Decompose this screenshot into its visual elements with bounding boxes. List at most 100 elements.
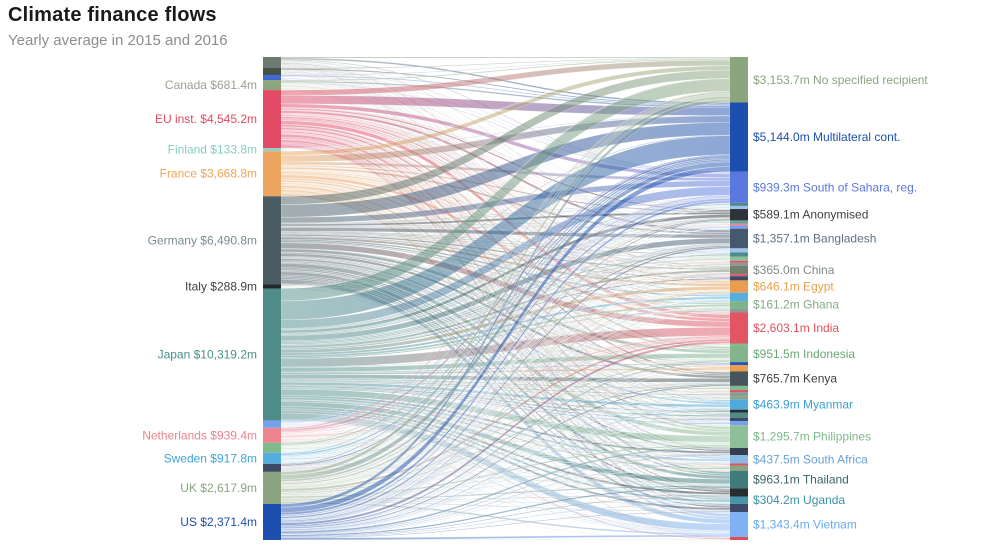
sankey-node-right-other-rec-7[interactable] [730,252,748,257]
sankey-node-right-other-rec-30[interactable] [730,503,748,513]
node-label-canada: Canada $681.4m [165,78,257,92]
node-label-south-africa: $437.5m South Africa [753,452,868,466]
node-label-india: $2,603.1m India [753,321,839,335]
sankey-nodes-layer [263,57,748,540]
node-label-thailand: $963.1m Thailand [753,473,849,487]
node-label-egypt: $646.1m Egypt [753,280,834,294]
node-label-myanmar: $463.9m Myanmar [753,398,853,412]
sankey-node-right-other-rec-27[interactable] [730,463,748,466]
sankey-node-right-other-rec-28[interactable] [730,465,748,471]
sankey-node-right-other-rec-25[interactable] [730,421,748,426]
sankey-node-right-other-rec-23[interactable] [730,412,748,418]
node-label-eu-inst: EU inst. $4,545.2m [155,112,257,126]
sankey-node-left-other-donor-4[interactable] [263,420,281,428]
sankey-node-right-anonymised[interactable] [730,209,748,221]
node-label-finland: Finland $133.8m [168,143,257,157]
sankey-node-right-philippines[interactable] [730,425,748,448]
sankey-node-right-other-rec-21[interactable] [730,396,748,400]
sankey-node-right-other-rec-5[interactable] [730,225,748,229]
sankey-node-right-multilateral-cont[interactable] [730,102,748,172]
node-label-italy: Italy $288.9m [185,279,257,293]
sankey-node-left-uk[interactable] [263,471,281,504]
node-label-uk: UK $2,617.9m [180,481,257,495]
node-label-japan: Japan $10,319.2m [158,348,257,362]
sankey-node-left-other-donor-2[interactable] [263,68,281,76]
sankey-link-other-donor-1-to-no-specified-recipient[interactable] [280,56,731,59]
sankey-node-right-other-rec-11[interactable] [730,274,748,277]
sankey-node-right-china[interactable] [730,265,748,275]
sankey-node-left-netherlands[interactable] [263,427,281,443]
sankey-node-left-canada[interactable] [263,80,281,91]
sankey-node-right-other-rec-18[interactable] [730,385,748,391]
sankey-node-right-ghana[interactable] [730,301,748,309]
sankey-node-right-other-rec-8[interactable] [730,256,748,261]
sankey-node-right-other-rec-19[interactable] [730,390,748,393]
node-label-anonymised: $589.1m Anonymised [753,208,868,222]
sankey-node-left-us[interactable] [263,503,281,540]
node-label-philippines: $1,295.7m Philippines [753,430,871,444]
sankey-node-right-indonesia[interactable] [730,345,748,363]
sankey-node-right-kenya[interactable] [730,371,748,386]
sankey-node-left-other-donor-3[interactable] [263,75,281,81]
sankey-node-left-other-donor-6[interactable] [263,463,281,472]
node-label-vietnam: $1,343.4m Vietnam [753,517,857,531]
sankey-node-right-other-rec-29[interactable] [730,488,748,497]
sankey-node-right-other-rec-4[interactable] [730,223,748,226]
sankey-node-right-india[interactable] [730,312,748,344]
page-subtitle: Yearly average in 2015 and 2016 [8,32,228,49]
sankey-node-left-france[interactable] [263,151,281,197]
sankey-node-right-south-africa[interactable] [730,455,748,464]
sankey-node-right-other-rec-2[interactable] [730,205,748,210]
node-label-ghana: $161.2m Ghana [753,298,839,312]
page-title: Climate finance flows [8,4,217,26]
sankey-node-right-myanmar[interactable] [730,399,748,410]
sankey-node-left-other-donor-5[interactable] [263,442,281,453]
sankey-node-right-other-rec-10[interactable] [730,262,748,266]
sankey-node-right-other-rec-31[interactable] [730,536,748,540]
sankey-labels-layer: Canada $681.4m EU inst. $4,545.2m Finland … [142,73,928,532]
sankey-node-right-other-rec-16[interactable] [730,362,748,366]
node-label-us: US $2,371.4m [180,515,257,529]
node-label-indonesia: $951.5m Indonesia [753,347,855,361]
sankey-node-right-other-rec-3[interactable] [730,220,748,224]
node-label-bangladesh: $1,357.1m Bangladesh [753,232,876,246]
node-label-china: $365.0m China [753,263,835,277]
node-label-kenya: $765.7m Kenya [753,372,837,386]
sankey-node-right-egypt[interactable] [730,280,748,293]
chart-header: Climate finance flows Yearly average in … [8,4,228,49]
sankey-node-right-other-rec-24[interactable] [730,417,748,422]
sankey-node-right-vietnam[interactable] [730,512,748,537]
sankey-node-right-other-rec-15[interactable] [730,343,748,346]
sankey-node-right-bangladesh[interactable] [730,228,748,249]
sankey-node-right-other-rec-9[interactable] [730,260,748,263]
sankey-node-right-other-rec-12[interactable] [730,276,748,281]
sankey-node-right-other-rec-14[interactable] [730,308,748,313]
sankey-node-right-other-rec-20[interactable] [730,392,748,397]
sankey-node-left-eu-inst[interactable] [263,90,281,149]
sankey-node-right-other-rec-1[interactable] [730,202,748,206]
sankey-node-left-sweden[interactable] [263,452,281,464]
sankey-node-right-other-rec-17[interactable] [730,365,748,372]
node-label-south-of-sahara-reg: $939.3m South of Sahara, reg. [753,180,917,194]
sankey-node-right-thailand[interactable] [730,470,748,489]
sankey-links-layer [280,56,731,541]
sankey-node-right-uganda[interactable] [730,496,748,504]
node-label-uganda: $304.2m Uganda [753,493,845,507]
sankey-node-right-other-rec-13[interactable] [730,292,748,302]
node-label-germany: Germany $6,490.8m [148,233,257,247]
sankey-node-right-south-of-sahara-reg[interactable] [730,171,748,203]
sankey-node-left-germany[interactable] [263,196,281,285]
sankey-node-left-japan[interactable] [263,288,281,421]
sankey-node-left-other-donor-1[interactable] [263,57,281,69]
node-label-netherlands: Netherlands $939.4m [142,428,257,442]
sankey-node-left-finland[interactable] [263,148,281,152]
node-label-multilateral-cont: $5,144.0m Multilateral cont. [753,130,900,144]
sankey-node-left-italy[interactable] [263,284,281,289]
node-label-france: France $3,668.8m [160,167,257,181]
sankey-node-right-other-rec-6[interactable] [730,248,748,253]
sankey-node-right-other-rec-22[interactable] [730,409,748,413]
sankey-node-right-no-specified-recipient[interactable] [730,57,748,103]
sankey-node-right-other-rec-26[interactable] [730,447,748,456]
